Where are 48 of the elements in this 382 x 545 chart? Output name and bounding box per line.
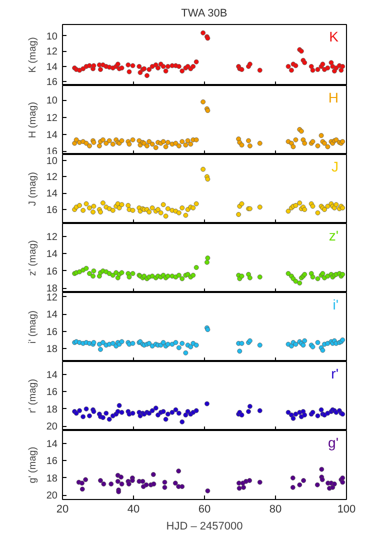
y-tick-label: 18: [46, 284, 58, 295]
series-label: g': [328, 434, 339, 450]
y-tick-label: 16: [46, 205, 58, 216]
y-axis-title: r' (mag): [27, 378, 38, 414]
y-axis-title: i' (mag): [27, 310, 38, 344]
x-tick-label: 40: [127, 504, 140, 516]
series-label: r': [331, 366, 339, 382]
y-tick-label: 12: [46, 46, 58, 58]
y-axis-title: J (mag): [27, 172, 38, 206]
y-tick-label: 10: [46, 156, 58, 167]
y-tick-label: 18: [46, 344, 58, 356]
y-tick-label: 10: [46, 31, 58, 42]
y-tick-label: 14: [46, 438, 58, 450]
y-tick-label: 12: [46, 112, 58, 124]
y-tick-label: 14: [46, 62, 58, 73]
y-tick-label: 10: [46, 96, 58, 107]
y-axis-title: z' (mag): [27, 240, 38, 276]
y-tick-label: 14: [46, 310, 58, 321]
x-tick-label: 20: [56, 504, 69, 516]
y-tick-label: 16: [46, 387, 58, 398]
y-tick-label: 14: [46, 188, 58, 200]
y-tick-label: 16: [46, 77, 58, 88]
y-tick-label: 20: [46, 422, 58, 433]
x-tick-label: 100: [337, 504, 356, 516]
y-tick-label: 12: [46, 292, 58, 304]
x-axis-title: HJD – 2457000: [166, 520, 243, 532]
y-tick-label: 14: [46, 130, 58, 142]
y-axis-title: H (mag): [27, 102, 38, 138]
y-axis-title: g' (mag): [27, 446, 38, 484]
chart-title: TWA 30B: [181, 8, 228, 20]
x-tick-label: 80: [269, 504, 282, 516]
y-axis-title: K (mag): [27, 37, 38, 73]
y-tick-label: 12: [46, 172, 58, 184]
y-tick-label: 14: [46, 249, 58, 260]
series-label: K: [329, 28, 340, 44]
series-label: J: [332, 158, 338, 174]
y-tick-label: 18: [46, 404, 58, 416]
y-tick-label: 16: [46, 456, 58, 468]
x-tick-label: 60: [198, 504, 211, 516]
text: H: [328, 90, 339, 106]
series-label: z': [328, 228, 339, 244]
y-tick-label: 14: [46, 370, 58, 381]
y-tick-label: 20: [46, 490, 58, 502]
y-tick-label: 18: [46, 473, 58, 484]
series-label: i': [332, 296, 339, 312]
y-tick-label: 16: [46, 326, 58, 338]
y-tick-label: 16: [46, 266, 58, 278]
y-tick-label: 12: [46, 232, 58, 243]
